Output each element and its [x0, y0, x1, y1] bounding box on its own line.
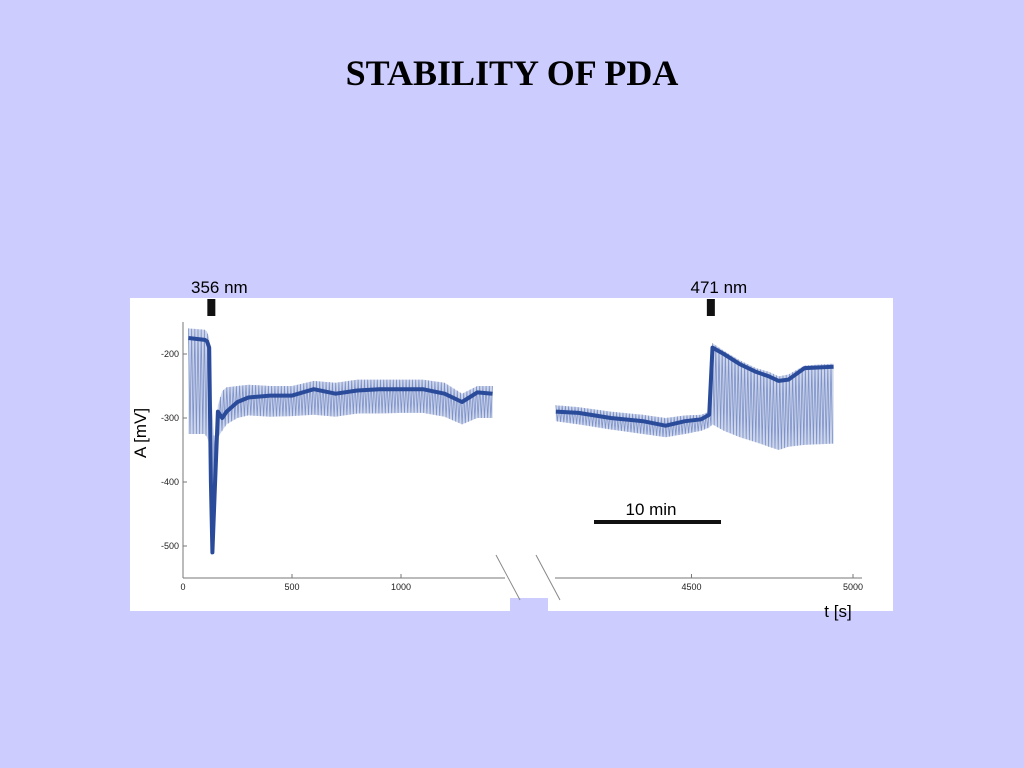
axis-break-slash-right [535, 554, 561, 601]
axis-break-gap [510, 300, 548, 611]
y-axis: -200 -300 -400 -500 [161, 322, 187, 578]
y-tick-label: -500 [161, 541, 179, 551]
series-line [188, 336, 493, 555]
x-tick-label: 0 [180, 582, 185, 592]
series-oscillation [555, 343, 833, 450]
series-envelope [188, 328, 493, 553]
series-line [555, 345, 834, 428]
scale-bar-label: 10 min [625, 500, 676, 519]
x-tick-label: 5000 [843, 582, 863, 592]
scale-bar: 10 min [594, 500, 721, 524]
y-tick-label: -200 [161, 349, 179, 359]
stimulus-bar [706, 299, 715, 316]
x-tick-label: 4500 [681, 582, 701, 592]
y-axis-title: A [mV] [131, 408, 150, 458]
axis-break-slash-left [495, 554, 521, 601]
axis-break-bottom-gap [510, 598, 548, 614]
stimulus-label: 471 nm [691, 278, 748, 297]
x-tick-label: 1000 [391, 582, 411, 592]
x-tick-label: 500 [284, 582, 299, 592]
stimulus-bar [207, 299, 216, 316]
stimulus-label: 356 nm [191, 278, 248, 297]
slide-title: STABILITY OF PDA [345, 53, 679, 93]
axis-break [495, 300, 561, 614]
x-axis-title: t [s] [824, 602, 851, 621]
y-tick-label: -400 [161, 477, 179, 487]
y-tick-label: -300 [161, 413, 179, 423]
